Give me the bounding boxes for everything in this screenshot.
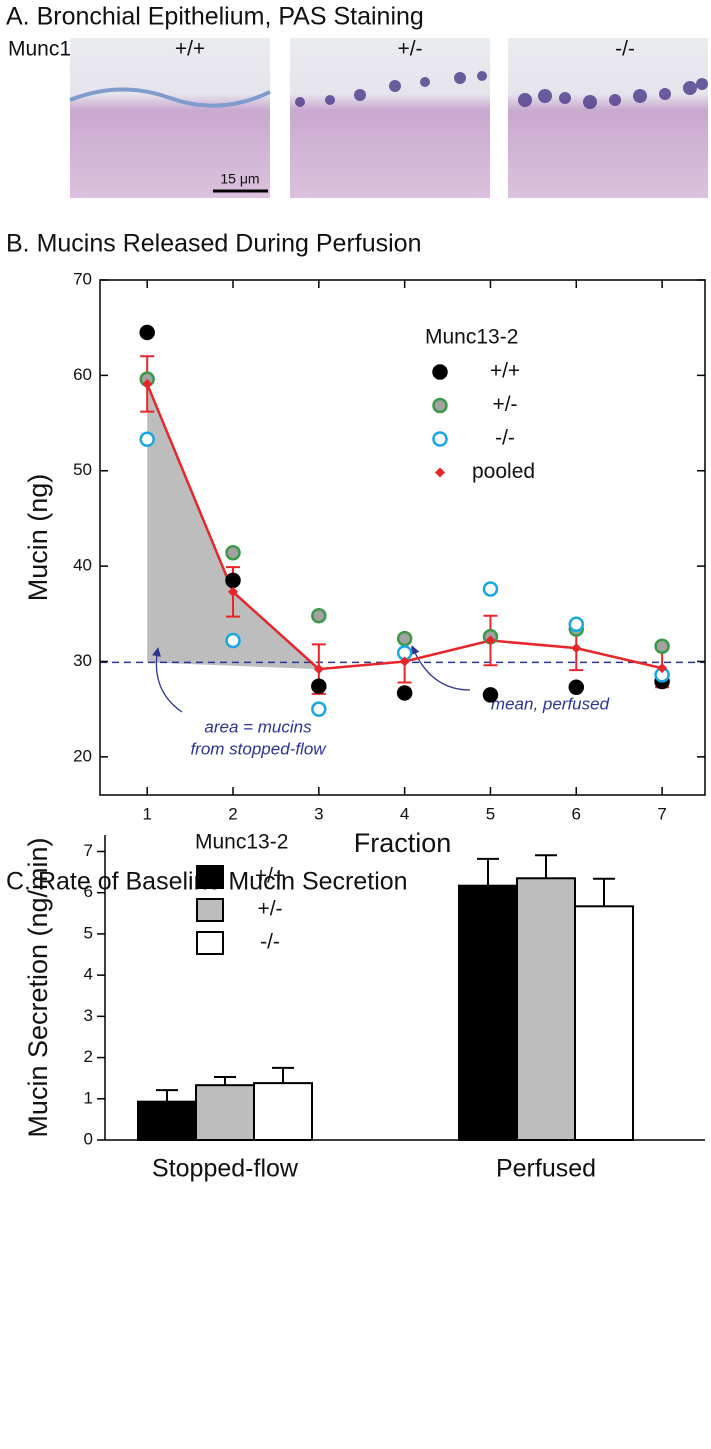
- annotation: from stopped-flow: [190, 739, 327, 758]
- legend-title: Munc13-2: [195, 831, 288, 854]
- x-tick-label: 7: [657, 804, 666, 823]
- data-point: [225, 545, 241, 561]
- x-tick-label: 4: [400, 804, 409, 823]
- y-tick-label: 1: [84, 1088, 93, 1107]
- y-axis-label: Mucin Secretion (ng/min): [23, 837, 53, 1137]
- data-point: [482, 687, 499, 703]
- data-point: [396, 685, 413, 701]
- data-point: [311, 678, 327, 695]
- annotation-arrow: [410, 645, 471, 691]
- data-point: [654, 638, 670, 654]
- data-point: [225, 572, 241, 589]
- legend-label: +/+: [490, 360, 520, 383]
- y-tick-label: 0: [84, 1129, 93, 1148]
- data-point: [311, 701, 327, 717]
- y-tick-label: 3: [84, 1006, 93, 1025]
- epithelium-edge: [69, 87, 271, 108]
- micrographs: [69, 38, 708, 198]
- data-point: [571, 643, 582, 654]
- goblet-cells: [295, 71, 708, 109]
- legend-title: Munc13-2: [425, 326, 518, 349]
- data-point: [396, 630, 413, 647]
- legend-label: +/+: [255, 865, 285, 888]
- y-tick-label: 40: [73, 556, 92, 575]
- legend-label: +/-: [492, 393, 517, 416]
- y-tick-label: 2: [84, 1047, 93, 1066]
- error-bar: [272, 1066, 294, 1084]
- y-tick-label: 70: [73, 269, 92, 288]
- data-point: [139, 324, 155, 341]
- genotype-label: -/-: [615, 38, 635, 61]
- y-tick-label: 50: [73, 460, 92, 479]
- data-point: [311, 607, 327, 624]
- error-bar: [535, 854, 557, 879]
- annotation: area = mucins: [204, 717, 312, 736]
- y-tick-label: 6: [84, 882, 93, 901]
- data-point: [482, 581, 499, 597]
- bar: [574, 905, 634, 1142]
- x-tick-label: 5: [486, 804, 495, 823]
- data-point: [225, 632, 241, 649]
- x-tick-label: 1: [142, 804, 151, 823]
- data-point: [568, 679, 585, 695]
- data-point: [139, 431, 155, 448]
- x-tick-label: 3: [314, 804, 323, 823]
- bar: [458, 884, 518, 1141]
- genotype-label: +/-: [397, 38, 422, 61]
- data-point: [313, 664, 324, 675]
- legend-marker: [432, 431, 448, 447]
- scale-bar-label: 15 μm: [220, 171, 259, 187]
- y-axis-label: Mucin (ng): [23, 474, 53, 602]
- y-tick-label: 5: [84, 923, 93, 942]
- x-tick-label: 6: [572, 804, 581, 823]
- genotype-label: +/+: [175, 38, 205, 61]
- micrograph: [70, 38, 270, 198]
- y-tick-label: 30: [73, 651, 92, 670]
- annotation: mean, perfused: [491, 694, 610, 713]
- error-bar: [156, 1089, 178, 1102]
- legend-swatch: [196, 898, 224, 922]
- legend-marker: [432, 397, 448, 414]
- bar: [137, 1100, 197, 1142]
- legend-label: pooled: [472, 460, 535, 483]
- annotation-arrow: [152, 647, 183, 713]
- bar: [516, 877, 576, 1141]
- legend-label: +/-: [257, 898, 282, 921]
- error-bar: [214, 1075, 236, 1086]
- data-point: [228, 586, 239, 597]
- chart-title: B. Mucins Released During Perfusion: [6, 230, 421, 258]
- legend-marker: [435, 467, 445, 478]
- error-bar: [593, 877, 615, 907]
- y-tick-label: 60: [73, 365, 92, 384]
- legend-swatch: [196, 865, 224, 889]
- y-tick-label: 20: [73, 746, 92, 765]
- y-tick-label: 4: [84, 965, 93, 984]
- data-point: [568, 616, 585, 633]
- legend-label: -/-: [260, 931, 280, 954]
- bar: [195, 1084, 255, 1141]
- x-tick-label: 2: [228, 804, 237, 823]
- legend-label: -/-: [495, 427, 515, 450]
- bar: [253, 1082, 313, 1141]
- data-point: [485, 635, 496, 646]
- data-point: [657, 663, 668, 674]
- micrograph: [290, 38, 490, 198]
- error-bar: [477, 857, 499, 886]
- y-tick-label: 7: [84, 841, 93, 860]
- legend-swatch: [196, 931, 224, 955]
- x-tick-label: Stopped-flow: [152, 1155, 299, 1183]
- legend-marker: [432, 364, 448, 380]
- x-tick-label: Perfused: [496, 1155, 596, 1183]
- data-point: [142, 378, 153, 389]
- x-axis-label: Fraction: [354, 828, 452, 858]
- stopped-flow-area: [147, 383, 319, 670]
- micrograph: [508, 38, 708, 198]
- data-point: [399, 656, 410, 667]
- panel-a-title: A. Bronchial Epithelium, PAS Staining: [6, 3, 424, 31]
- plot-frame: [99, 279, 706, 796]
